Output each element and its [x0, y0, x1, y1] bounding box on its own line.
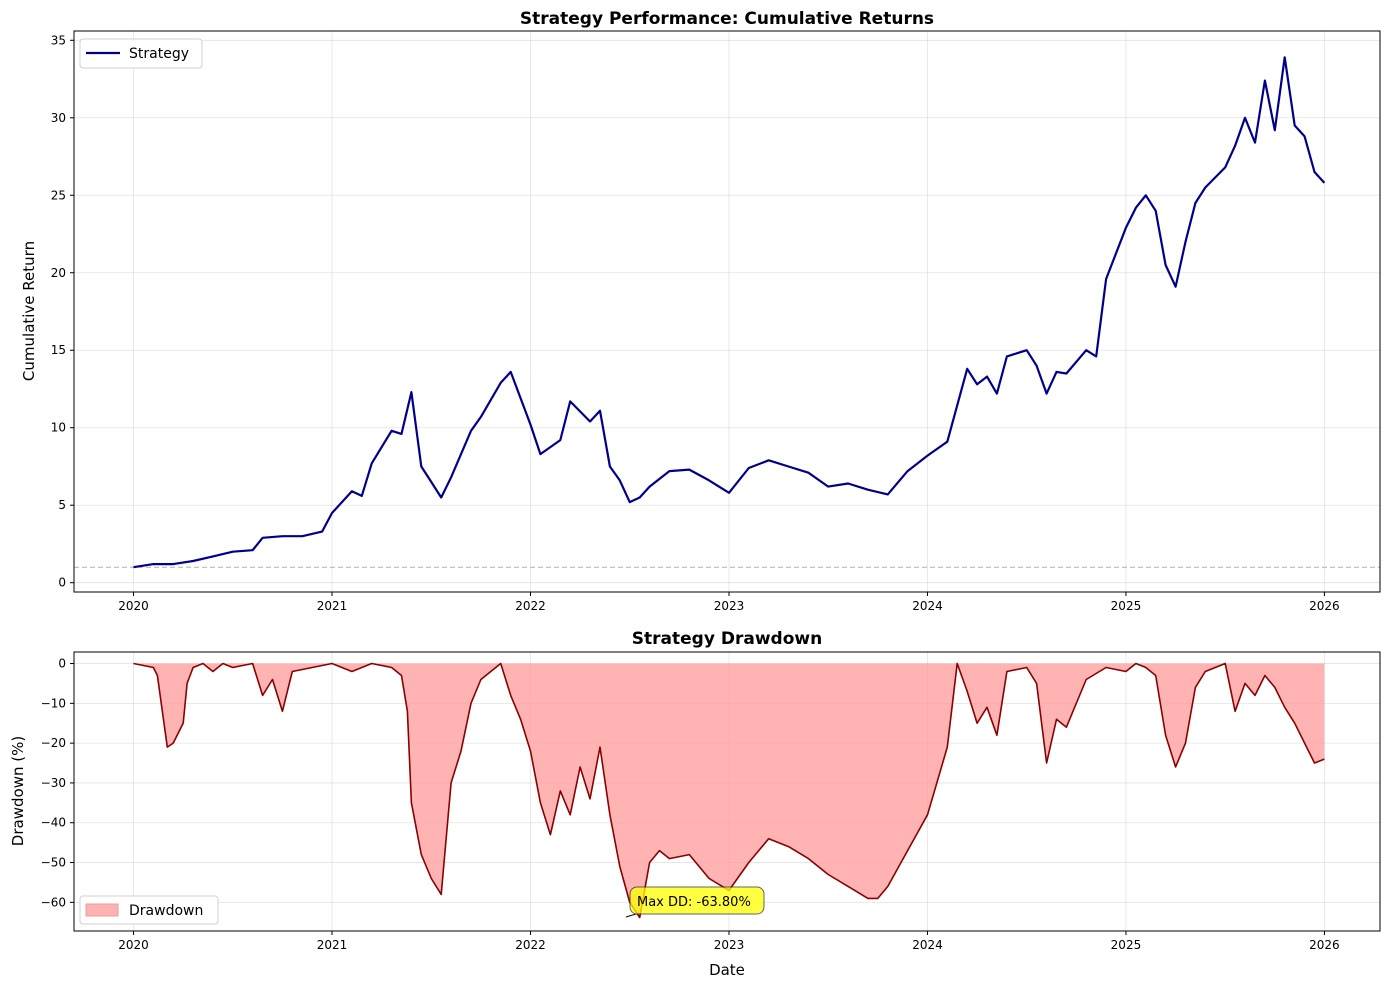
y-tick-label: 0 [58, 576, 66, 590]
bottom-legend-label: Drawdown [129, 903, 203, 919]
x-tick-label: 2026 [1309, 599, 1340, 613]
y-tick-label: 10 [51, 421, 66, 435]
x-tick-label: 2020 [118, 938, 149, 952]
x-tick-label: 2022 [515, 938, 546, 952]
bottom-y-axis-ticks: 0 −10 −20 −30 −40 −50 −60 [41, 657, 74, 909]
top-legend-box [79, 38, 203, 69]
y-tick-label: −50 [41, 856, 66, 870]
bottom-legend-box [79, 895, 219, 925]
top-x-axis-ticks: 2020 2021 2022 2023 2024 2025 2026 [118, 592, 1340, 613]
y-tick-label: 20 [51, 266, 66, 280]
strategy-line [133, 56, 1326, 569]
y-tick-label: −60 [41, 895, 66, 909]
x-tick-label: 2026 [1309, 938, 1340, 952]
x-tick-label: 2023 [714, 599, 745, 613]
top-y-axis-label: Cumulative Return [20, 241, 38, 381]
max-drawdown-annotation: Max DD: -63.80% [625, 886, 765, 918]
top-legend: Strategy [79, 38, 203, 69]
y-tick-label: 25 [51, 188, 66, 202]
y-tick-label: 15 [51, 343, 66, 357]
x-tick-label: 2025 [1111, 599, 1142, 613]
bottom-x-axis-label: Date [709, 961, 745, 979]
annotation-arrow [625, 913, 637, 918]
annotation-box [629, 886, 765, 915]
bottom-legend: Drawdown [79, 895, 219, 925]
y-tick-label: −30 [41, 776, 66, 790]
top-y-axis-ticks: 0 5 10 15 20 25 30 35 [51, 33, 74, 590]
x-tick-label: 2025 [1111, 938, 1142, 952]
bottom-legend-area-swatch [85, 903, 119, 917]
y-tick-label: 5 [58, 498, 66, 512]
annotation-label: Max DD: -63.80% [637, 895, 751, 910]
y-tick-label: −20 [41, 736, 66, 750]
top-chart-title: Strategy Performance: Cumulative Returns [520, 9, 934, 29]
bottom-plot-frame [73, 651, 1381, 932]
drawdown-panel: Strategy Drawdown 2020 2021 2022 2023 2024 20… [9, 629, 1381, 979]
drawdown-line [133, 662, 1325, 919]
x-tick-label: 2024 [912, 599, 943, 613]
top-legend-label: Strategy [129, 46, 189, 62]
y-tick-label: 35 [51, 33, 66, 47]
x-tick-label: 2021 [317, 599, 348, 613]
top-grid [74, 31, 1380, 592]
y-tick-label: 30 [51, 111, 66, 125]
x-tick-label: 2024 [912, 938, 943, 952]
cumulative-returns-panel: Strategy Performance: Cumulative Returns… [20, 9, 1381, 613]
x-tick-label: 2021 [317, 938, 348, 952]
top-plot-frame [73, 30, 1381, 593]
y-tick-label: −10 [41, 696, 66, 710]
y-tick-label: 0 [58, 657, 66, 671]
x-tick-label: 2022 [515, 599, 546, 613]
bottom-chart-title: Strategy Drawdown [632, 629, 822, 649]
bottom-x-axis-ticks: 2020 2021 2022 2023 2024 2025 2026 [118, 931, 1340, 952]
bottom-y-axis-label: Drawdown (%) [9, 736, 27, 846]
x-tick-label: 2023 [714, 938, 745, 952]
drawdown-area [133, 663, 1325, 918]
y-tick-label: −40 [41, 816, 66, 830]
x-tick-label: 2020 [118, 599, 149, 613]
